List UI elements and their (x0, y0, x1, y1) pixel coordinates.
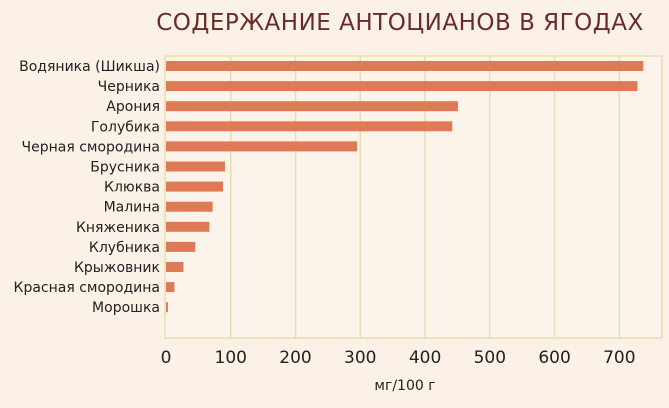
plot-area (164, 55, 663, 339)
x-tick-label: 0 (161, 348, 172, 368)
x-tick-labels: 0 100 200 300 400 500 600 700 (161, 348, 636, 368)
category-label: Клубника (89, 240, 160, 256)
x-axis-title: мг/100 г (374, 378, 435, 394)
category-label: Брусника (90, 160, 160, 176)
bar (166, 221, 210, 232)
x-tick-label: 400 (409, 348, 441, 368)
category-label: Водяника (Шикша) (19, 59, 160, 75)
category-label: Малина (104, 200, 160, 216)
bar (166, 161, 225, 172)
bars (166, 61, 644, 313)
category-label: Княженика (76, 220, 160, 236)
category-label: Крыжовник (74, 260, 160, 276)
bar (166, 81, 638, 92)
bar (166, 201, 213, 212)
x-tick-label: 700 (603, 348, 635, 368)
chart-title: СОДЕРЖАНИЕ АНТОЦИАНОВ В ЯГОДАХ (156, 10, 644, 36)
category-labels: Водяника (Шикша) Черника Арония Голубика Чер… (14, 59, 161, 316)
bar (166, 181, 223, 192)
category-label: Арония (106, 99, 160, 115)
bar (166, 101, 459, 112)
bar (166, 61, 644, 71)
x-tick-label: 200 (279, 348, 311, 368)
category-label: Красная смородина (14, 280, 161, 296)
bar (166, 302, 168, 313)
x-tick-label: 500 (474, 348, 506, 368)
bar (166, 262, 184, 272)
x-tick-label: 600 (538, 348, 570, 368)
category-label: Морошка (92, 300, 160, 316)
bar (166, 282, 175, 293)
x-tick-label: 300 (344, 348, 376, 368)
bar (166, 241, 196, 252)
category-label: Клюква (104, 180, 160, 196)
bar (166, 141, 358, 152)
x-tick-label: 100 (215, 348, 247, 368)
bar (166, 121, 453, 132)
category-label: Черная смородина (22, 139, 161, 155)
category-label: Черника (98, 79, 160, 95)
category-label: Голубика (91, 119, 160, 135)
